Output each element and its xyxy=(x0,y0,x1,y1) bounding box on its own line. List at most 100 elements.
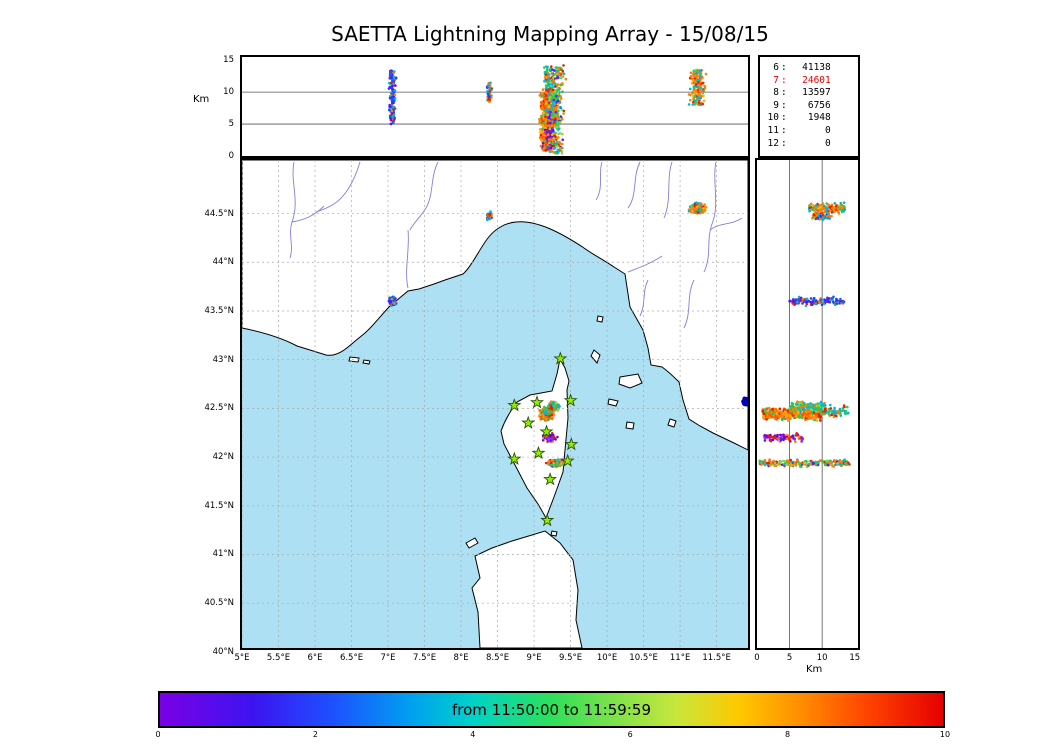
lightning-point xyxy=(392,101,395,105)
lightning-point xyxy=(557,403,560,407)
lightning-point xyxy=(541,107,545,111)
lightning-point xyxy=(547,111,551,114)
lightning-point xyxy=(807,416,811,420)
lightning-point xyxy=(807,403,810,406)
lightning-point xyxy=(692,88,696,92)
lightning-point xyxy=(796,411,800,415)
lightning-point xyxy=(558,459,562,462)
station-star xyxy=(564,437,579,451)
lightning-point xyxy=(697,78,700,81)
lightning-point xyxy=(814,204,818,207)
lightning-point xyxy=(556,96,560,99)
lightning-point xyxy=(833,406,836,410)
lightning-point xyxy=(550,413,554,417)
lightning-point xyxy=(551,96,555,100)
lightning-point xyxy=(555,461,559,464)
lightning-point xyxy=(838,459,842,463)
lightning-point xyxy=(788,299,791,303)
lightning-point xyxy=(388,85,392,89)
lightning-point xyxy=(564,77,568,81)
lightning-point xyxy=(798,300,801,303)
station-count-stats-panel: 6:41138 7:24601 8:13597 9:6756 10:1948 11:0 12… xyxy=(758,55,860,158)
lightning-point xyxy=(558,146,562,150)
lightning-point xyxy=(821,460,824,463)
lightning-point xyxy=(539,101,543,104)
lightning-point xyxy=(553,132,557,136)
lightning-point xyxy=(560,152,564,155)
lightning-point xyxy=(782,433,785,437)
lightning-point xyxy=(560,150,563,153)
lightning-point xyxy=(802,462,805,466)
lightning-point xyxy=(820,303,824,307)
lightning-point xyxy=(773,414,777,418)
lightning-point xyxy=(547,436,550,440)
lightning-point xyxy=(791,302,794,305)
lightning-point xyxy=(817,415,821,418)
lightning-point xyxy=(827,407,831,411)
lightning-point xyxy=(553,69,556,72)
lightning-point xyxy=(829,403,832,407)
lightning-point xyxy=(552,436,556,439)
lightning-point xyxy=(826,207,829,211)
lightning-point xyxy=(791,402,795,406)
lightning-point xyxy=(822,412,825,416)
lightning-point xyxy=(818,217,822,221)
lightning-point xyxy=(829,460,833,464)
lightning-point xyxy=(832,295,835,299)
lightning-point xyxy=(822,302,826,305)
lightning-point xyxy=(770,435,773,439)
lightning-point xyxy=(695,205,699,209)
lightning-point xyxy=(829,407,833,410)
station-star xyxy=(507,398,522,412)
lightning-point xyxy=(788,438,791,442)
stat-cell: 9 xyxy=(773,99,779,111)
lightning-point xyxy=(776,410,780,414)
lightning-point xyxy=(778,462,781,466)
figure-title: SAETTA Lightning Mapping Array - 15/08/1… xyxy=(331,22,769,46)
lightning-point xyxy=(553,146,557,150)
lightning-point xyxy=(817,207,820,210)
tick-label: 42.5°N xyxy=(204,403,234,414)
lightning-point xyxy=(766,416,770,419)
top-panel-ylabel: Km xyxy=(193,94,210,105)
lightning-point xyxy=(696,85,699,89)
lightning-point xyxy=(801,297,805,301)
lightning-point xyxy=(547,88,550,91)
lightning-point xyxy=(551,88,555,92)
lightning-point xyxy=(832,459,836,462)
lightning-point xyxy=(837,210,840,214)
lightning-point xyxy=(562,64,565,67)
lightning-point xyxy=(828,205,832,209)
lightning-point xyxy=(687,103,691,106)
lightning-point xyxy=(561,75,565,78)
lightning-point xyxy=(697,211,700,214)
tick-label: 0 xyxy=(155,730,161,739)
tick-label: 8°E xyxy=(453,653,469,663)
lightning-point xyxy=(702,99,706,103)
lightning-point xyxy=(389,70,392,74)
lightning-point xyxy=(545,69,549,73)
tick-label: 40.5°N xyxy=(204,598,234,609)
altitude-gridlines xyxy=(242,91,748,125)
lightning-point xyxy=(556,112,559,115)
lightning-point xyxy=(832,412,836,415)
lightning-point xyxy=(539,144,543,148)
lightning-point xyxy=(776,433,779,437)
lightning-point xyxy=(558,132,562,135)
lightning-point xyxy=(554,143,557,147)
lightning-point xyxy=(792,300,796,303)
lightning-point xyxy=(559,120,562,124)
altitude-latitude-panel xyxy=(755,158,860,650)
lightning-point xyxy=(815,407,818,410)
lightning-point xyxy=(794,464,798,467)
lightning-point xyxy=(550,437,553,440)
lightning-point xyxy=(783,436,787,439)
lightning-point xyxy=(488,98,492,102)
tick-label: 41.5°N xyxy=(204,500,234,511)
lightning-point xyxy=(800,438,803,441)
lightning-point xyxy=(799,405,803,409)
lightning-point xyxy=(552,144,556,148)
lightning-point xyxy=(538,413,542,417)
river xyxy=(639,279,649,317)
